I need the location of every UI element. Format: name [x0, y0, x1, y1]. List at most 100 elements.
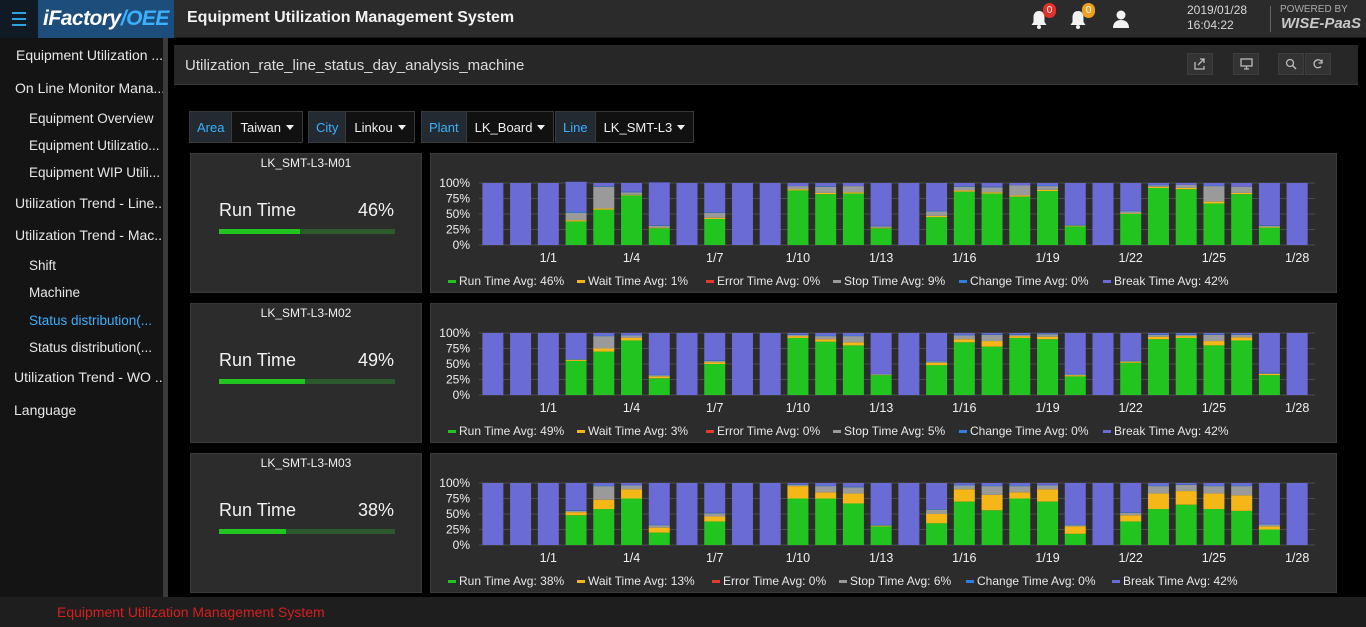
bar-segment	[1258, 225, 1280, 228]
sidebar-item-online-monitor[interactable]: On Line Monitor Mana...	[15, 80, 163, 96]
bar-segment	[1175, 189, 1197, 245]
sidebar-item-machine[interactable]: Machine	[29, 285, 81, 300]
sidebar-scrollbar[interactable]	[163, 38, 168, 597]
sidebar-item-trend-machine[interactable]: Utilization Trend - Mac...	[15, 227, 163, 243]
sidebar-item-trend-wo[interactable]: Utilization Trend - WO ...	[14, 369, 163, 385]
line-filter[interactable]: Line LK_SMT-L3	[555, 111, 695, 143]
bar-segment	[1120, 210, 1142, 212]
bar-segment	[1175, 187, 1197, 190]
bar-segment	[815, 485, 837, 487]
x-tick-label: 1/28	[1285, 401, 1309, 415]
plant-select[interactable]: LK_Board	[466, 112, 554, 142]
bar-segment	[1037, 185, 1059, 187]
machine-card-m01: LK_SMT-L3-M01 Run Time 46%	[190, 153, 422, 293]
sidebar-item-equipment-utilization[interactable]: Equipment Utilization ...	[16, 47, 163, 63]
bar-segment	[1064, 225, 1086, 227]
metric-progress-track	[219, 379, 395, 384]
bar-segment	[648, 225, 670, 226]
alert-count-badge: 0	[1082, 3, 1095, 18]
footer: Equipment Utilization Management System	[0, 597, 1366, 627]
bar-segment	[1064, 376, 1086, 395]
metric-label: Run Time	[219, 350, 297, 370]
bar-segment	[621, 194, 643, 196]
hamburger-menu-button[interactable]	[0, 0, 38, 38]
share-button[interactable]	[1187, 53, 1213, 75]
powered-by-text: POWERED BY	[1280, 4, 1348, 15]
y-tick-label: 100%	[439, 476, 470, 490]
user-button[interactable]	[1110, 8, 1132, 30]
machine-name: LK_SMT-L3-M02	[260, 306, 352, 320]
bell-icon	[1031, 11, 1047, 29]
sidebar-item-language[interactable]: Language	[14, 402, 77, 418]
metric-value: 38%	[357, 500, 394, 520]
sidebar-item-shift[interactable]: Shift	[29, 258, 57, 273]
plant-filter-label: Plant	[422, 112, 467, 142]
bar-segment	[593, 335, 615, 337]
city-filter[interactable]: City Linkou	[308, 111, 415, 143]
zoom-button[interactable]	[1278, 53, 1304, 75]
legend-label: Stop Time Avg: 5%	[844, 424, 945, 438]
bar-segment	[842, 493, 864, 504]
bar-segment	[926, 210, 948, 212]
bar-segment	[926, 215, 948, 218]
sidebar-item-trend-line[interactable]: Utilization Trend - Line...	[15, 195, 163, 211]
legend-label: Break Time Avg: 42%	[1114, 274, 1229, 288]
date-text: 2019/01/28	[1187, 3, 1248, 17]
bar-segment	[648, 376, 670, 379]
bar-segment	[565, 359, 587, 360]
bar-segment	[1037, 484, 1059, 486]
bar-segment	[898, 483, 920, 545]
legend-label: Change Time Avg: 0%	[977, 574, 1096, 588]
city-select[interactable]: Linkou	[346, 112, 414, 142]
bar-segment	[704, 512, 726, 514]
legend-label: Wait Time Avg: 3%	[588, 424, 688, 438]
system-title: Equipment Utilization Management System	[187, 9, 515, 26]
bar-segment	[842, 503, 864, 545]
bar-segment	[926, 509, 948, 514]
legend-label: Change Time Avg: 0%	[970, 274, 1089, 288]
plant-select-value: LK_Board	[474, 119, 533, 135]
bar-segment	[1147, 509, 1169, 545]
bar-segment	[704, 212, 726, 218]
plant-filter[interactable]: Plant LK_Board	[421, 111, 555, 143]
bar-segment	[593, 486, 615, 500]
sidebar-item-equipment-overview[interactable]: Equipment Overview	[29, 111, 154, 126]
bar-segment	[704, 360, 726, 363]
refresh-button[interactable]	[1305, 53, 1331, 75]
sidebar-item-status-distribution-active[interactable]: Status distribution(...	[29, 313, 153, 328]
metric-label: Run Time	[219, 200, 297, 220]
sidebar-item-equipment-wip[interactable]: Equipment WIP Utili...	[29, 165, 161, 180]
area-select[interactable]: Taiwan	[232, 112, 302, 142]
bar-segment	[621, 192, 643, 195]
sidebar-item-equipment-utilization-sub[interactable]: Equipment Utilizatio...	[29, 138, 160, 153]
bar-segment	[1009, 334, 1031, 335]
legend-swatch	[1112, 580, 1120, 583]
sidebar-item-status-distribution[interactable]: Status distribution(...	[29, 340, 153, 355]
bar-segment	[1175, 334, 1197, 335]
bar-segment	[482, 183, 504, 245]
bar-segment	[1231, 485, 1253, 487]
bar-segment	[1037, 489, 1059, 502]
fullscreen-button[interactable]	[1233, 53, 1259, 75]
area-filter[interactable]: Area Taiwan	[189, 111, 303, 143]
legend-swatch	[833, 280, 841, 283]
brand-logo[interactable]: iFactory/OEE	[38, 0, 174, 38]
bar-segment	[1147, 334, 1169, 335]
alert-bell-button[interactable]: 0	[1067, 3, 1095, 30]
bar-segment	[759, 333, 781, 395]
line-select[interactable]: LK_SMT-L3	[595, 112, 694, 142]
bar-segment	[1147, 485, 1169, 487]
legend-swatch	[706, 430, 714, 433]
machine-name: LK_SMT-L3-M01	[260, 156, 352, 170]
bar-segment	[953, 186, 975, 187]
legend-label: Error Time Avg: 0%	[723, 574, 826, 588]
notification-bell-button[interactable]: 0	[1028, 3, 1056, 30]
legend-label: Run Time Avg: 38%	[459, 574, 565, 588]
bar-segment	[565, 483, 587, 511]
bar-segment	[648, 374, 670, 376]
bar-segment	[1203, 345, 1225, 395]
bar-segment	[1064, 526, 1086, 534]
legend-swatch	[1103, 280, 1111, 283]
bar-segment	[648, 525, 670, 528]
bar-segment	[537, 333, 559, 395]
